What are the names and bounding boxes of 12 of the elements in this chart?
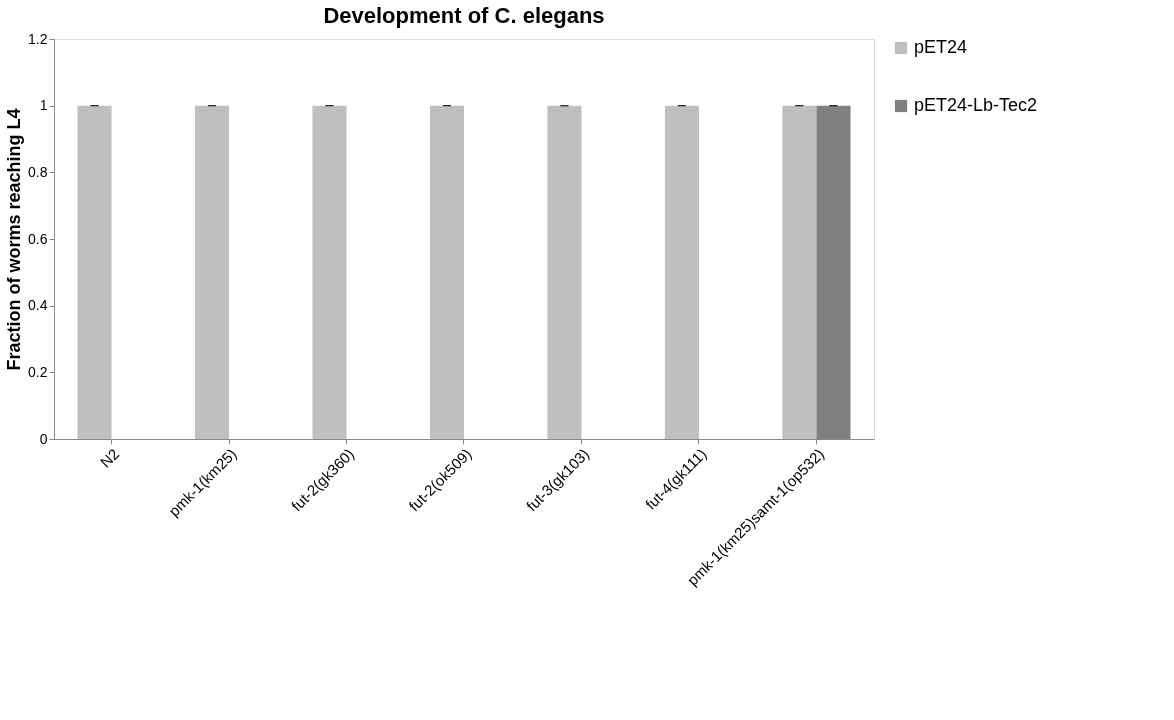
y-tick-label: 0.2: [28, 363, 48, 380]
y-tick-label: 0.4: [28, 297, 48, 314]
y-tick-label: 0.8: [28, 163, 48, 180]
y-tick-label: 1.2: [28, 30, 48, 47]
y-tick-label: 0.6: [28, 230, 48, 247]
legend-label: pET24: [914, 37, 968, 57]
legend-label: pET24-Lb-Tec2: [914, 95, 1038, 115]
x-tick-label: N2: [96, 445, 123, 471]
y-tick-label: 0: [39, 430, 48, 447]
chart-title: Development of C. elegans: [323, 3, 605, 28]
y-axis-title: Fraction of worms reaching L4: [4, 108, 25, 371]
y-tick-label: 1: [39, 97, 48, 114]
